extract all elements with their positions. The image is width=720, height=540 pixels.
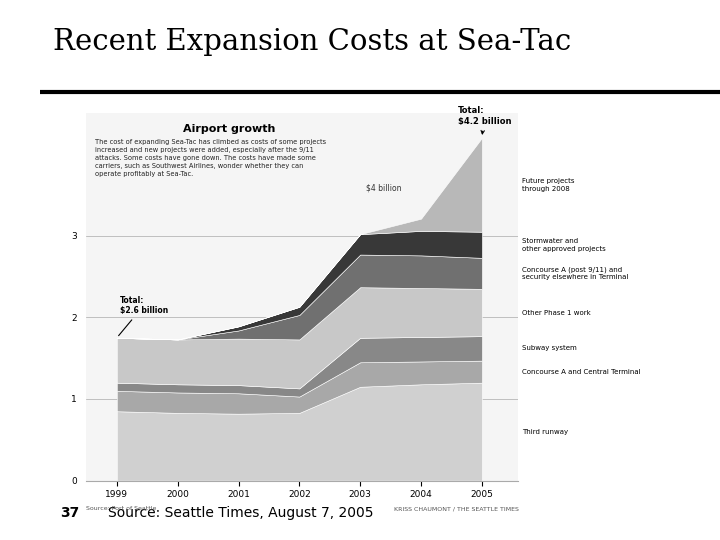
Text: Subway system: Subway system: [522, 346, 577, 352]
Text: Airport growth: Airport growth: [183, 124, 275, 134]
Text: Stormwater and
other approved projects: Stormwater and other approved projects: [522, 238, 606, 252]
Text: Source: Port of Seattle: Source: Port of Seattle: [86, 507, 157, 511]
Text: Third runway: Third runway: [522, 429, 568, 435]
Text: Future projects
through 2008: Future projects through 2008: [522, 178, 575, 192]
Text: $4 billion: $4 billion: [366, 184, 402, 193]
Text: 37: 37: [60, 507, 79, 520]
Text: Total:
$2.6 billion: Total: $2.6 billion: [119, 295, 168, 336]
Text: The cost of expanding Sea-Tac has climbed as costs of some projects
increased an: The cost of expanding Sea-Tac has climbe…: [95, 139, 326, 177]
Text: Total:
$4.2 billion: Total: $4.2 billion: [457, 106, 511, 134]
Text: Source: Seattle Times, August 7, 2005: Source: Seattle Times, August 7, 2005: [108, 507, 373, 520]
Text: Concourse A (post 9/11) and
security elsewhere in Terminal: Concourse A (post 9/11) and security els…: [522, 266, 629, 280]
Text: KRISS CHAUMONT / THE SEATTLE TIMES: KRISS CHAUMONT / THE SEATTLE TIMES: [394, 507, 518, 511]
Text: Other Phase 1 work: Other Phase 1 work: [522, 309, 591, 315]
Text: Concourse A and Central Terminal: Concourse A and Central Terminal: [522, 369, 641, 375]
Text: Recent Expansion Costs at Sea-Tac: Recent Expansion Costs at Sea-Tac: [53, 28, 572, 56]
